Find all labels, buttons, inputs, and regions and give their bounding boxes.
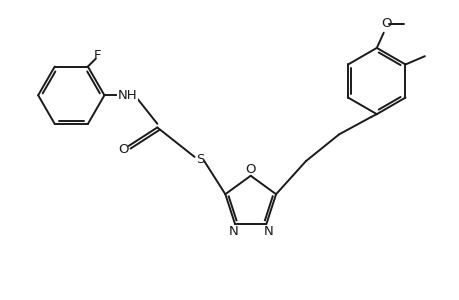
Text: N: N xyxy=(263,225,273,238)
Text: O: O xyxy=(118,143,128,156)
Text: O: O xyxy=(245,163,255,176)
Text: N: N xyxy=(228,225,238,238)
Text: NH: NH xyxy=(118,89,137,102)
Text: F: F xyxy=(94,49,101,62)
Text: O: O xyxy=(381,17,391,30)
Text: S: S xyxy=(196,153,204,166)
